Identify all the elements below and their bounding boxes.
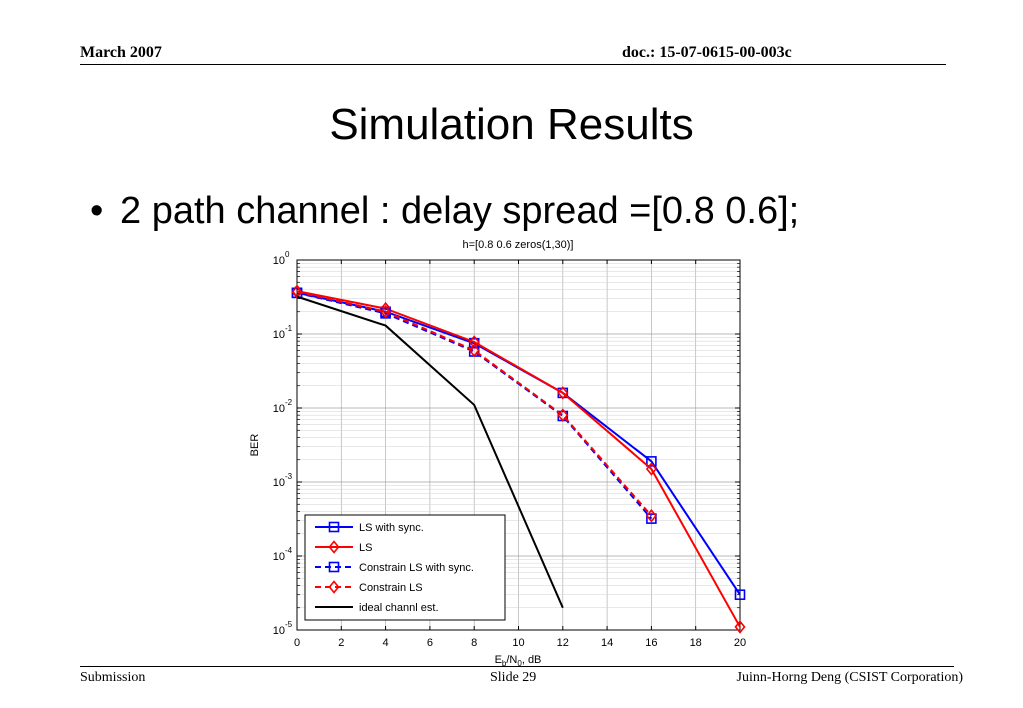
y-tick-exponent: -2 — [285, 398, 293, 407]
x-tick-label: 2 — [338, 637, 344, 649]
chart-legend: LS with sync. LS Constrain LS with sync. Co… — [304, 514, 506, 621]
x-tick-label: 18 — [690, 637, 702, 649]
chart-ticks — [296, 259, 741, 631]
x-label-mid: /N — [506, 654, 517, 666]
x-tick-label: 0 — [294, 637, 300, 649]
footer-submission: Submission — [80, 670, 146, 685]
data-point — [734, 589, 746, 600]
x-tick-label: 6 — [427, 637, 433, 649]
x-tick-label: 20 — [734, 637, 746, 649]
data-point — [734, 620, 746, 634]
y-tick-exponent: -1 — [285, 324, 293, 333]
x-tick-label: 14 — [601, 637, 613, 649]
bullet-item: • 2 path channel : delay spread =[0.8 0.6… — [90, 190, 799, 233]
x-tick-label: 16 — [645, 637, 657, 649]
y-axis-label: BER — [249, 434, 261, 457]
y-tick-label: 10 — [273, 625, 285, 637]
series-line — [296, 290, 653, 517]
y-tick-exponent: -4 — [285, 546, 293, 555]
x-label-sub1: b — [502, 659, 507, 668]
x-label-tail: , dB — [522, 654, 542, 666]
x-tick-label: 8 — [471, 637, 477, 649]
footer-rule — [80, 666, 954, 667]
series-line — [296, 295, 564, 609]
header-doc-id: doc.: 15-07-0615-00-003c — [622, 44, 792, 61]
y-tick-label: 10 — [273, 403, 285, 415]
x-tick-label: 4 — [383, 637, 389, 649]
legend-label: Constrain LS with sync. — [359, 562, 474, 574]
chart-series — [291, 284, 746, 634]
legend-label: Constrain LS — [359, 582, 423, 594]
chart-title: h=[0.8 0.6 zeros(1,30)] — [463, 239, 574, 251]
x-tick-labels: 0 2 4 6 8 10 12 14 16 18 20 — [294, 637, 746, 649]
bullet-symbol: • — [90, 190, 104, 232]
x-label-base: E — [495, 654, 502, 666]
series-group — [296, 295, 564, 609]
header-rule — [80, 64, 946, 65]
header-date: March 2007 — [80, 44, 162, 61]
legend-label: ideal channl est. — [359, 602, 439, 614]
legend-marker — [328, 580, 340, 594]
data-point — [468, 343, 480, 358]
y-tick-label: 10 — [273, 255, 285, 267]
y-tick-label: 10 — [273, 477, 285, 489]
y-tick-exponent: -3 — [285, 472, 293, 481]
x-tick-label: 12 — [557, 637, 569, 649]
footer-slide-number: Slide 29 — [490, 670, 537, 685]
series-line — [296, 290, 741, 628]
legend-marker — [328, 540, 340, 554]
y-tick-exponent: 0 — [285, 250, 290, 259]
y-tick-label: 10 — [273, 329, 285, 341]
legend-marker — [328, 561, 340, 573]
x-label-sub2: 0 — [517, 659, 522, 668]
data-point — [557, 386, 569, 400]
data-point — [645, 508, 657, 523]
data-point — [645, 462, 657, 476]
slide-title: Simulation Results — [329, 100, 694, 149]
x-axis-label: Eb/N0, dB — [495, 654, 542, 668]
data-point — [646, 456, 657, 467]
footer-author: Juinn-Horng Deng (CSIST Corporation) — [736, 670, 963, 685]
data-point — [646, 513, 657, 524]
y-tick-label: 10 — [273, 551, 285, 563]
legend-label: LS with sync. — [359, 522, 424, 534]
legend-marker — [328, 521, 340, 533]
data-point — [380, 304, 392, 319]
data-point — [557, 408, 569, 422]
y-tick-exponent: -5 — [285, 620, 293, 629]
x-tick-label: 10 — [512, 637, 524, 649]
bullet-text: 2 path channel : delay spread =[0.8 0.6]… — [120, 190, 800, 232]
legend-label: LS — [359, 542, 372, 554]
